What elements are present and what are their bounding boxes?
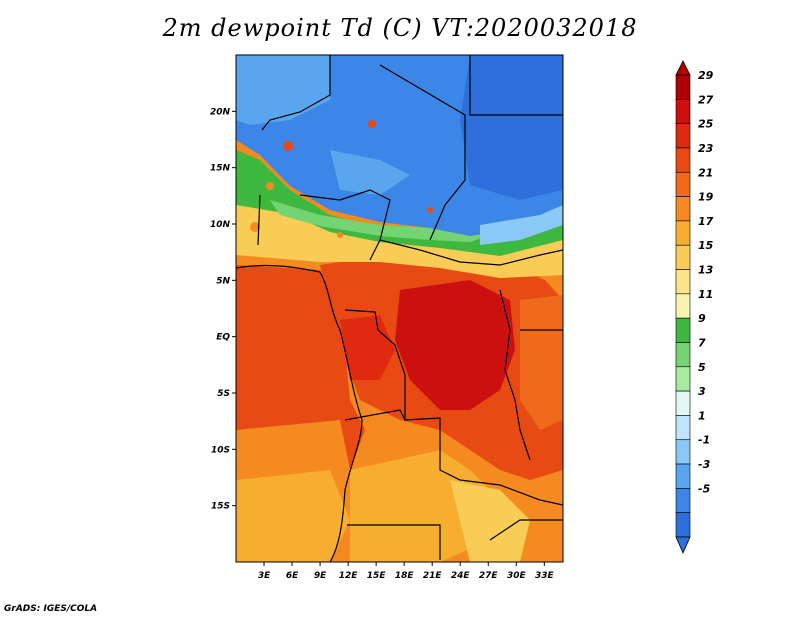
field-spot xyxy=(283,141,293,151)
field-chad-light xyxy=(330,150,410,195)
colorbar-segment xyxy=(675,488,691,513)
colorbar-top-arrow xyxy=(675,60,691,76)
colorbar-segment xyxy=(675,269,691,295)
colorbar-segment xyxy=(675,366,691,392)
colorbar-segment xyxy=(675,439,691,465)
border-niger-libya-chad xyxy=(379,64,466,241)
lat-label: 10N xyxy=(210,220,231,230)
colorbar-label: 11 xyxy=(698,288,713,301)
colorbar-segment xyxy=(675,171,691,197)
colorbar-label: 3 xyxy=(698,385,706,398)
colorbar-label: 25 xyxy=(698,118,714,131)
lon-label: 30E xyxy=(507,571,527,581)
lon-label: 24E xyxy=(451,571,471,581)
colorbar-label: -5 xyxy=(698,482,711,495)
lon-label: 15E xyxy=(367,571,387,581)
colorbar-segment xyxy=(675,415,691,441)
colorbar-label: 9 xyxy=(698,312,706,325)
colorbar-label: 17 xyxy=(698,215,714,228)
field-libya-egypt xyxy=(460,55,563,200)
field-gabon xyxy=(340,315,395,380)
field-sahel-lightgreen xyxy=(270,200,500,242)
colorbar-label: 21 xyxy=(698,166,713,179)
field-zambia xyxy=(450,480,530,562)
border-nigeria xyxy=(299,189,391,261)
colorbar-segment xyxy=(675,147,691,173)
lat-label: 5N xyxy=(216,276,230,286)
colorbar-label: 15 xyxy=(698,239,714,252)
lon-label: 9E xyxy=(314,571,327,581)
colorbar-label: 29 xyxy=(698,69,714,82)
lat-label: 10S xyxy=(211,445,230,455)
lat-label: 15S xyxy=(211,502,230,512)
border-algeria-mali xyxy=(261,55,331,131)
colorbar-segment xyxy=(675,244,691,270)
field-sudan-light xyxy=(480,205,563,245)
field-spot xyxy=(337,232,343,238)
colorbar-label: 1 xyxy=(698,409,706,422)
colorbar-segment xyxy=(675,196,691,222)
footer-credit: GrADS: IGES/COLA xyxy=(4,604,98,614)
field-congo-core xyxy=(395,280,515,410)
field-spot xyxy=(427,207,433,213)
colorbar-segment xyxy=(675,390,691,416)
colorbar-segment xyxy=(675,317,691,343)
border-zambia-zim xyxy=(489,519,563,541)
colorbar-segment xyxy=(675,342,691,368)
lon-label: 3E xyxy=(258,571,271,581)
colorbar-segment xyxy=(675,463,691,489)
border-angola-namibia xyxy=(347,524,441,560)
colorbar-segment xyxy=(675,74,691,100)
colorbar-bottom-arrow xyxy=(675,536,691,554)
field-sw-ocean xyxy=(236,470,350,562)
lat-label: 20N xyxy=(210,107,231,117)
field-spot xyxy=(250,222,260,232)
map-frame xyxy=(235,54,564,563)
colorbar-label: 23 xyxy=(698,142,714,155)
lon-label: 27E xyxy=(479,571,499,581)
lon-label: 21E xyxy=(423,571,443,581)
colorbar: 29 27 25 23 21 19 17 15 13 11 9 7 5 3 1 -1 -3 -5 xyxy=(675,60,714,554)
colorbar-label: 13 xyxy=(698,264,714,277)
lon-axis: 3E 6E 9E 12E 15E 18E 21E 24E 27E 30E 33E xyxy=(258,562,555,581)
lon-label: 33E xyxy=(535,571,555,581)
border-congo-drc xyxy=(344,309,563,506)
coastline-west xyxy=(236,264,363,562)
borders xyxy=(236,55,563,562)
colorbar-label: 19 xyxy=(698,191,714,204)
field-spot xyxy=(368,120,376,128)
colorbar-label: -1 xyxy=(698,434,710,447)
colorbar-segment xyxy=(675,512,691,538)
colorbar-segment xyxy=(675,99,691,124)
colorbar-segment xyxy=(675,220,691,246)
chart-title: 2m dewpoint Td (C) VT:2020032018 xyxy=(162,14,638,42)
colorbar-label: 7 xyxy=(698,336,706,349)
border-west-small xyxy=(257,194,261,246)
colorbar-segment xyxy=(675,123,691,149)
lon-label: 6E xyxy=(286,571,299,581)
lat-label: EQ xyxy=(216,333,230,343)
field-east-highlands xyxy=(520,295,563,430)
lon-label: 18E xyxy=(395,571,415,581)
colorbar-label: 27 xyxy=(698,93,714,106)
lon-label: 12E xyxy=(339,571,359,581)
border-angola-north xyxy=(344,409,406,421)
border-east-lakes xyxy=(499,289,531,461)
field-sahel-yellow xyxy=(236,200,563,278)
field-angola xyxy=(350,450,500,562)
colorbar-segment xyxy=(675,293,691,319)
border-libya-egypt xyxy=(469,55,563,116)
dewpoint-field xyxy=(236,55,563,562)
colorbar-label: 5 xyxy=(698,361,706,374)
field-nw-light xyxy=(236,55,330,125)
field-spot xyxy=(266,182,274,190)
lat-label: 5S xyxy=(217,389,230,399)
lat-label: 15N xyxy=(210,164,231,174)
lat-axis: 20N 15N 10N 5N EQ 5S 10S 15S xyxy=(210,107,236,512)
border-car-south xyxy=(379,239,563,266)
colorbar-label: -3 xyxy=(698,458,711,471)
